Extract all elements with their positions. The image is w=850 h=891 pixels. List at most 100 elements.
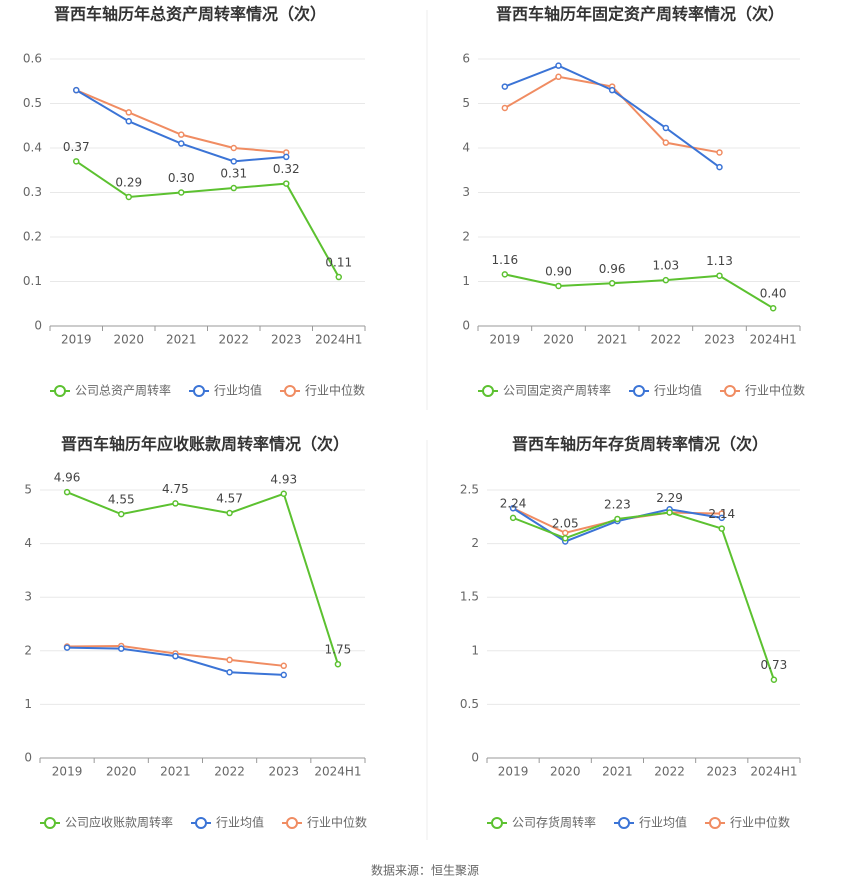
point [608, 280, 616, 287]
point [769, 304, 777, 312]
x-tick-label: 2023 [706, 765, 737, 779]
legend-marker [284, 385, 296, 397]
point [334, 660, 342, 668]
point [501, 104, 509, 112]
legend-label: 公司存货周转率 [512, 815, 596, 830]
point [555, 73, 562, 81]
y-tick-label: 0.5 [460, 697, 479, 711]
point [562, 534, 569, 542]
legend-marker [482, 385, 494, 397]
data-label: 2.29 [656, 491, 683, 505]
point [718, 514, 725, 522]
legend-label: 行业均值 [216, 815, 264, 830]
legend-label: 公司应收账款周转率 [65, 815, 173, 830]
point [614, 515, 621, 523]
y-tick-label: 0.3 [23, 185, 42, 199]
point [283, 180, 290, 187]
data-label: 2.23 [604, 497, 631, 511]
point [63, 644, 71, 651]
point [125, 193, 132, 201]
x-tick-label: 2022 [214, 765, 245, 779]
legend-marker [195, 817, 207, 829]
legend-label: 行业均值 [654, 383, 702, 398]
series-line [504, 273, 774, 310]
data-label: 1.75 [325, 643, 352, 657]
data-label: 1.16 [491, 253, 518, 267]
legend-label: 行业中位数 [305, 383, 365, 398]
data-label: 0.37 [63, 140, 90, 154]
point [562, 529, 569, 537]
series-line [512, 507, 722, 543]
legend-marker [286, 817, 298, 829]
data-label: 0.11 [325, 256, 352, 270]
point [280, 671, 287, 679]
point [335, 273, 342, 281]
data-label: 1.03 [652, 259, 679, 273]
y-tick-label: 0.1 [23, 274, 42, 288]
point [662, 139, 670, 146]
point [230, 144, 237, 152]
legend-label: 公司总资产周转率 [75, 383, 171, 398]
legend-marker [54, 385, 66, 397]
legend-marker [724, 385, 736, 397]
x-tick-label: 2022 [651, 333, 682, 347]
x-tick-label: 2022 [218, 333, 249, 347]
point [608, 86, 616, 94]
x-tick-label: 2019 [498, 765, 529, 779]
y-tick-label: 3 [24, 590, 32, 604]
x-tick-label: 2024H1 [750, 765, 797, 779]
y-tick-label: 1.5 [460, 590, 479, 604]
point [73, 158, 80, 165]
point [770, 676, 778, 683]
x-tick-label: 2019 [52, 765, 83, 779]
data-label: 0.40 [760, 287, 787, 301]
point [178, 189, 185, 196]
series-line [512, 511, 775, 681]
point [501, 83, 509, 90]
chart-title: 晋西车轴历年存货周转率情况（次） [512, 435, 768, 454]
point [509, 514, 517, 522]
y-tick-label: 1 [471, 643, 479, 657]
data-label: 2.05 [552, 517, 579, 531]
point [716, 149, 723, 156]
x-tick-label: 2021 [160, 765, 191, 779]
point [118, 510, 125, 518]
data-label: 0.96 [599, 262, 626, 276]
legend-label: 行业均值 [639, 815, 687, 830]
y-tick-label: 2 [462, 230, 470, 244]
y-tick-label: 0.6 [23, 52, 42, 66]
legend-marker [44, 817, 56, 829]
legend-label: 行业均值 [214, 383, 262, 398]
x-tick-label: 2024H1 [315, 333, 362, 347]
y-tick-label: 1 [24, 697, 32, 711]
chart-title: 晋西车轴历年固定资产周转率情况（次） [496, 5, 784, 24]
legend-marker [709, 817, 721, 829]
data-label: 2.14 [708, 507, 735, 521]
y-tick-label: 6 [462, 52, 470, 66]
y-tick-label: 2 [24, 643, 32, 657]
series-line [66, 491, 339, 665]
y-tick-label: 0.4 [23, 141, 42, 155]
point [666, 509, 673, 516]
data-label: 4.75 [162, 482, 189, 496]
point [662, 124, 670, 132]
point [716, 272, 723, 279]
x-tick-label: 2019 [490, 333, 521, 347]
x-tick-label: 2021 [597, 333, 628, 347]
point [118, 645, 125, 652]
point [172, 652, 179, 660]
point [73, 86, 80, 94]
y-tick-label: 0 [34, 319, 42, 333]
x-tick-label: 2021 [166, 333, 197, 347]
series-line [75, 160, 340, 278]
y-tick-label: 5 [462, 96, 470, 110]
y-tick-label: 0 [24, 751, 32, 765]
data-label: 4.55 [108, 493, 135, 507]
data-label: 1.13 [706, 254, 733, 268]
point [509, 504, 517, 512]
point [125, 109, 132, 116]
data-label: 2.24 [500, 496, 527, 510]
point [178, 140, 185, 147]
legend-marker [193, 385, 205, 397]
y-tick-label: 2 [471, 536, 479, 550]
